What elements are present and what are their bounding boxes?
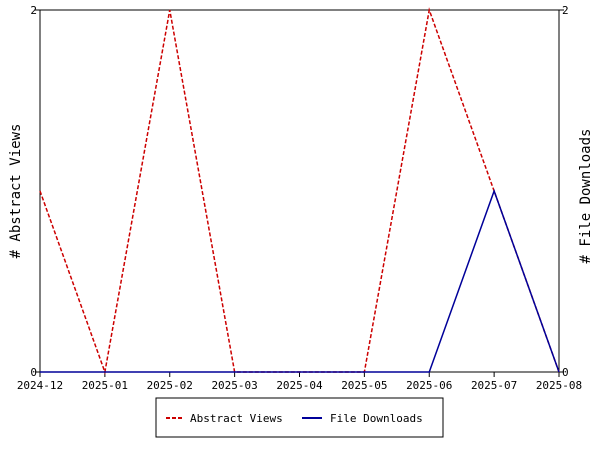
x-tick-label-2024-12: 2024-12 <box>17 379 63 392</box>
x-tick-label-2025-08: 2025-08 <box>536 379 582 392</box>
legend-box <box>155 397 444 438</box>
series-line-file-downloads <box>40 188 560 373</box>
x-tick-label-2025-01: 2025-01 <box>82 379 128 392</box>
x-tick-label-2025-02: 2025-02 <box>147 379 193 392</box>
x-tick-label-2025-05: 2025-05 <box>341 379 387 392</box>
legend-label-file-downloads: File Downloads <box>330 412 423 425</box>
plot-area <box>39 9 560 373</box>
y-left-tick-label-2: 2 <box>30 4 37 17</box>
y-right-tick-label-0: 0 <box>562 366 569 379</box>
y-axis-ticks: 0 2 0 2 <box>30 4 568 379</box>
y-right-tick-label-2: 2 <box>562 4 569 17</box>
legend: Abstract Views File Downloads <box>155 397 444 438</box>
legend-label-abstract-views: Abstract Views <box>190 412 283 425</box>
y-axis-right-title: # File Downloads <box>578 129 594 264</box>
y-axis-left-title: # Abstract Views <box>8 124 24 259</box>
series-layer <box>39 7 560 375</box>
x-axis-ticks: 2024-12 2025-01 2025-02 2025-03 2025-04 2025-… <box>17 372 582 392</box>
x-tick-label-2025-04: 2025-04 <box>276 379 323 392</box>
y-left-tick-label-0: 0 <box>30 366 37 379</box>
x-tick-label-2025-03: 2025-03 <box>211 379 257 392</box>
x-tick-label-2025-06: 2025-06 <box>406 379 452 392</box>
x-tick-label-2025-07: 2025-07 <box>471 379 517 392</box>
